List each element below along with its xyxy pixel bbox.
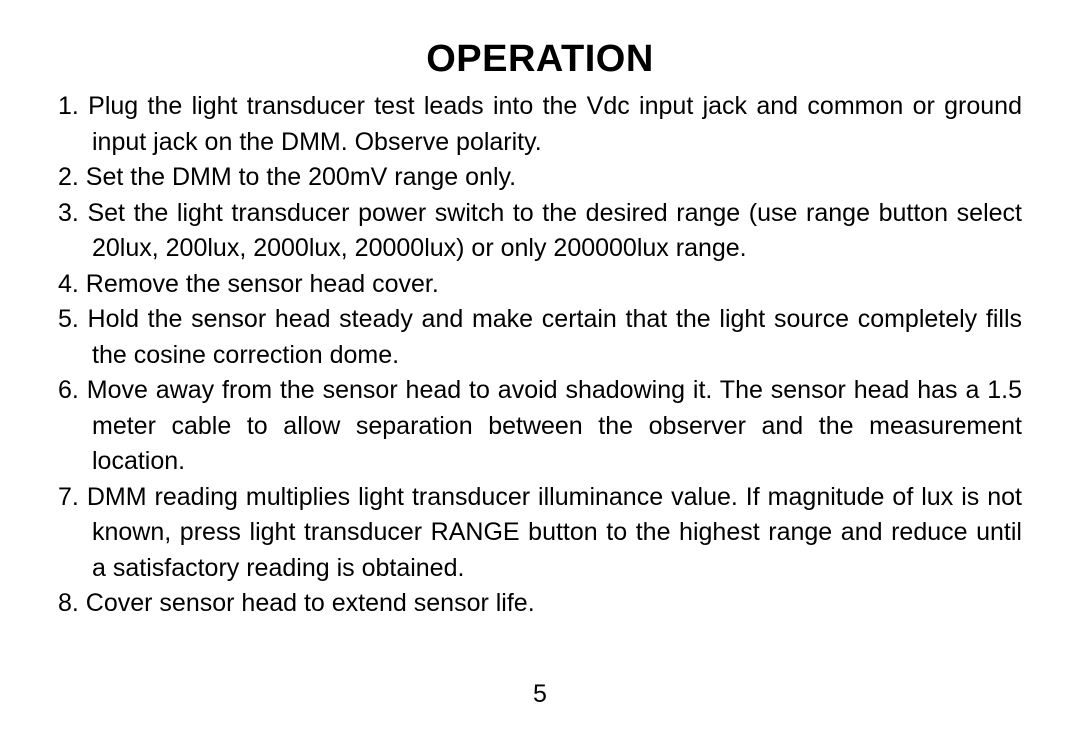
operation-steps-list: 1. Plug the light transducer test leads … (58, 89, 1022, 622)
list-item: 6. Move away from the sensor head to avo… (58, 373, 1022, 480)
list-item: 7. DMM reading multiplies light transduc… (58, 480, 1022, 587)
page-number: 5 (0, 680, 1080, 709)
list-item: 3. Set the light transducer power switch… (58, 196, 1022, 267)
page-title: OPERATION (58, 38, 1022, 81)
list-item: 4. Remove the sensor head cover. (58, 267, 1022, 303)
list-item: 5. Hold the sensor head steady and make … (58, 302, 1022, 373)
list-item: 1. Plug the light transducer test leads … (58, 89, 1022, 160)
list-item: 2. Set the DMM to the 200mV range only. (58, 160, 1022, 196)
manual-page: OPERATION 1. Plug the light transducer t… (0, 0, 1080, 737)
list-item: 8. Cover sensor head to extend sensor li… (58, 586, 1022, 622)
